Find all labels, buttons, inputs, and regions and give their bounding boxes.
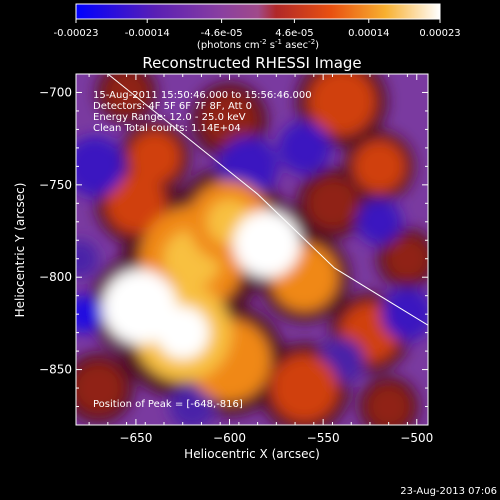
heatmap-blob [381, 287, 428, 341]
heatmap-blob [270, 354, 339, 422]
y-axis: −700 −750 −800 −850 [39, 73, 428, 408]
y-tick-label: −800 [39, 270, 72, 284]
heatmap-blob [76, 361, 125, 415]
heatmap-blob [356, 199, 402, 245]
plot-frame [75, 73, 429, 426]
heatmap-blob [128, 130, 181, 184]
heatmap-blob [105, 173, 166, 234]
heatmap-blob [169, 384, 215, 425]
x-tick-label: −500 [400, 431, 433, 445]
x-tick-label: −600 [213, 431, 246, 445]
colorbar [75, 3, 441, 20]
annotation-detectors: Detectors: 4F 5F 6F 7F 8F, Att 0 [93, 101, 252, 112]
y-tick-label: −850 [39, 363, 72, 377]
annotation-energy: Energy Range: 12.0 - 25.0 keV [93, 112, 246, 123]
x-axis: −650 −600 −550 −500 [88, 74, 433, 445]
colorbar-tick-label: -4.6e-05 [201, 28, 243, 39]
colorbar-tick-label: 4.6e-05 [275, 28, 313, 39]
chart-title: Reconstructed RHESSI Image [142, 54, 361, 72]
x-axis-label: Heliocentric X (arcsec) [184, 447, 320, 461]
heatmap-core [248, 225, 286, 263]
y-axis-label: Heliocentric Y (arcsec) [13, 183, 27, 318]
colorbar-tick-label: -0.00014 [125, 28, 170, 39]
heatmap-blob [201, 92, 258, 149]
footer-timestamp: 23-Aug-2013 07:06 [400, 486, 497, 497]
annotation-clean: Clean Total counts: 1.14E+04 [93, 123, 241, 134]
annotation-time-range: 15-Aug-2011 15:50:46.000 to 15:56:46.000 [93, 90, 312, 101]
heatmap-blob [76, 240, 99, 278]
heatmap-blob [353, 140, 406, 193]
colorbar-tick-label: -0.00023 [54, 28, 99, 39]
heatmap-core [119, 286, 161, 328]
heatmap-blob [76, 136, 125, 197]
heatmap-blob [384, 236, 428, 282]
colorbar-tick-label: 0.00014 [348, 28, 389, 39]
x-tick-label: −650 [119, 431, 152, 445]
colorbar-unit: (photons cm-2 s-1 asec-2) [197, 38, 319, 51]
colorbar-tick-label: 0.00023 [419, 28, 460, 39]
heatmap-blob [76, 295, 103, 333]
x-tick-label: −550 [307, 431, 340, 445]
y-tick-label: −750 [39, 178, 72, 192]
heatmap-blob [308, 74, 376, 136]
y-tick-label: −700 [39, 85, 72, 99]
annotation-peak: Position of Peak = [-648,-816] [93, 399, 243, 410]
colorbar-ticks: -0.00023 -0.00014 -4.6e-05 4.6e-05 0.00014 0.… [54, 19, 461, 39]
heatmap-blob [306, 177, 359, 230]
heatmap-blob [104, 74, 150, 115]
heatmap-blob [366, 384, 412, 425]
heatmap-blob [278, 121, 331, 175]
heatmap [76, 74, 428, 425]
solar-limb-line [107, 74, 428, 326]
